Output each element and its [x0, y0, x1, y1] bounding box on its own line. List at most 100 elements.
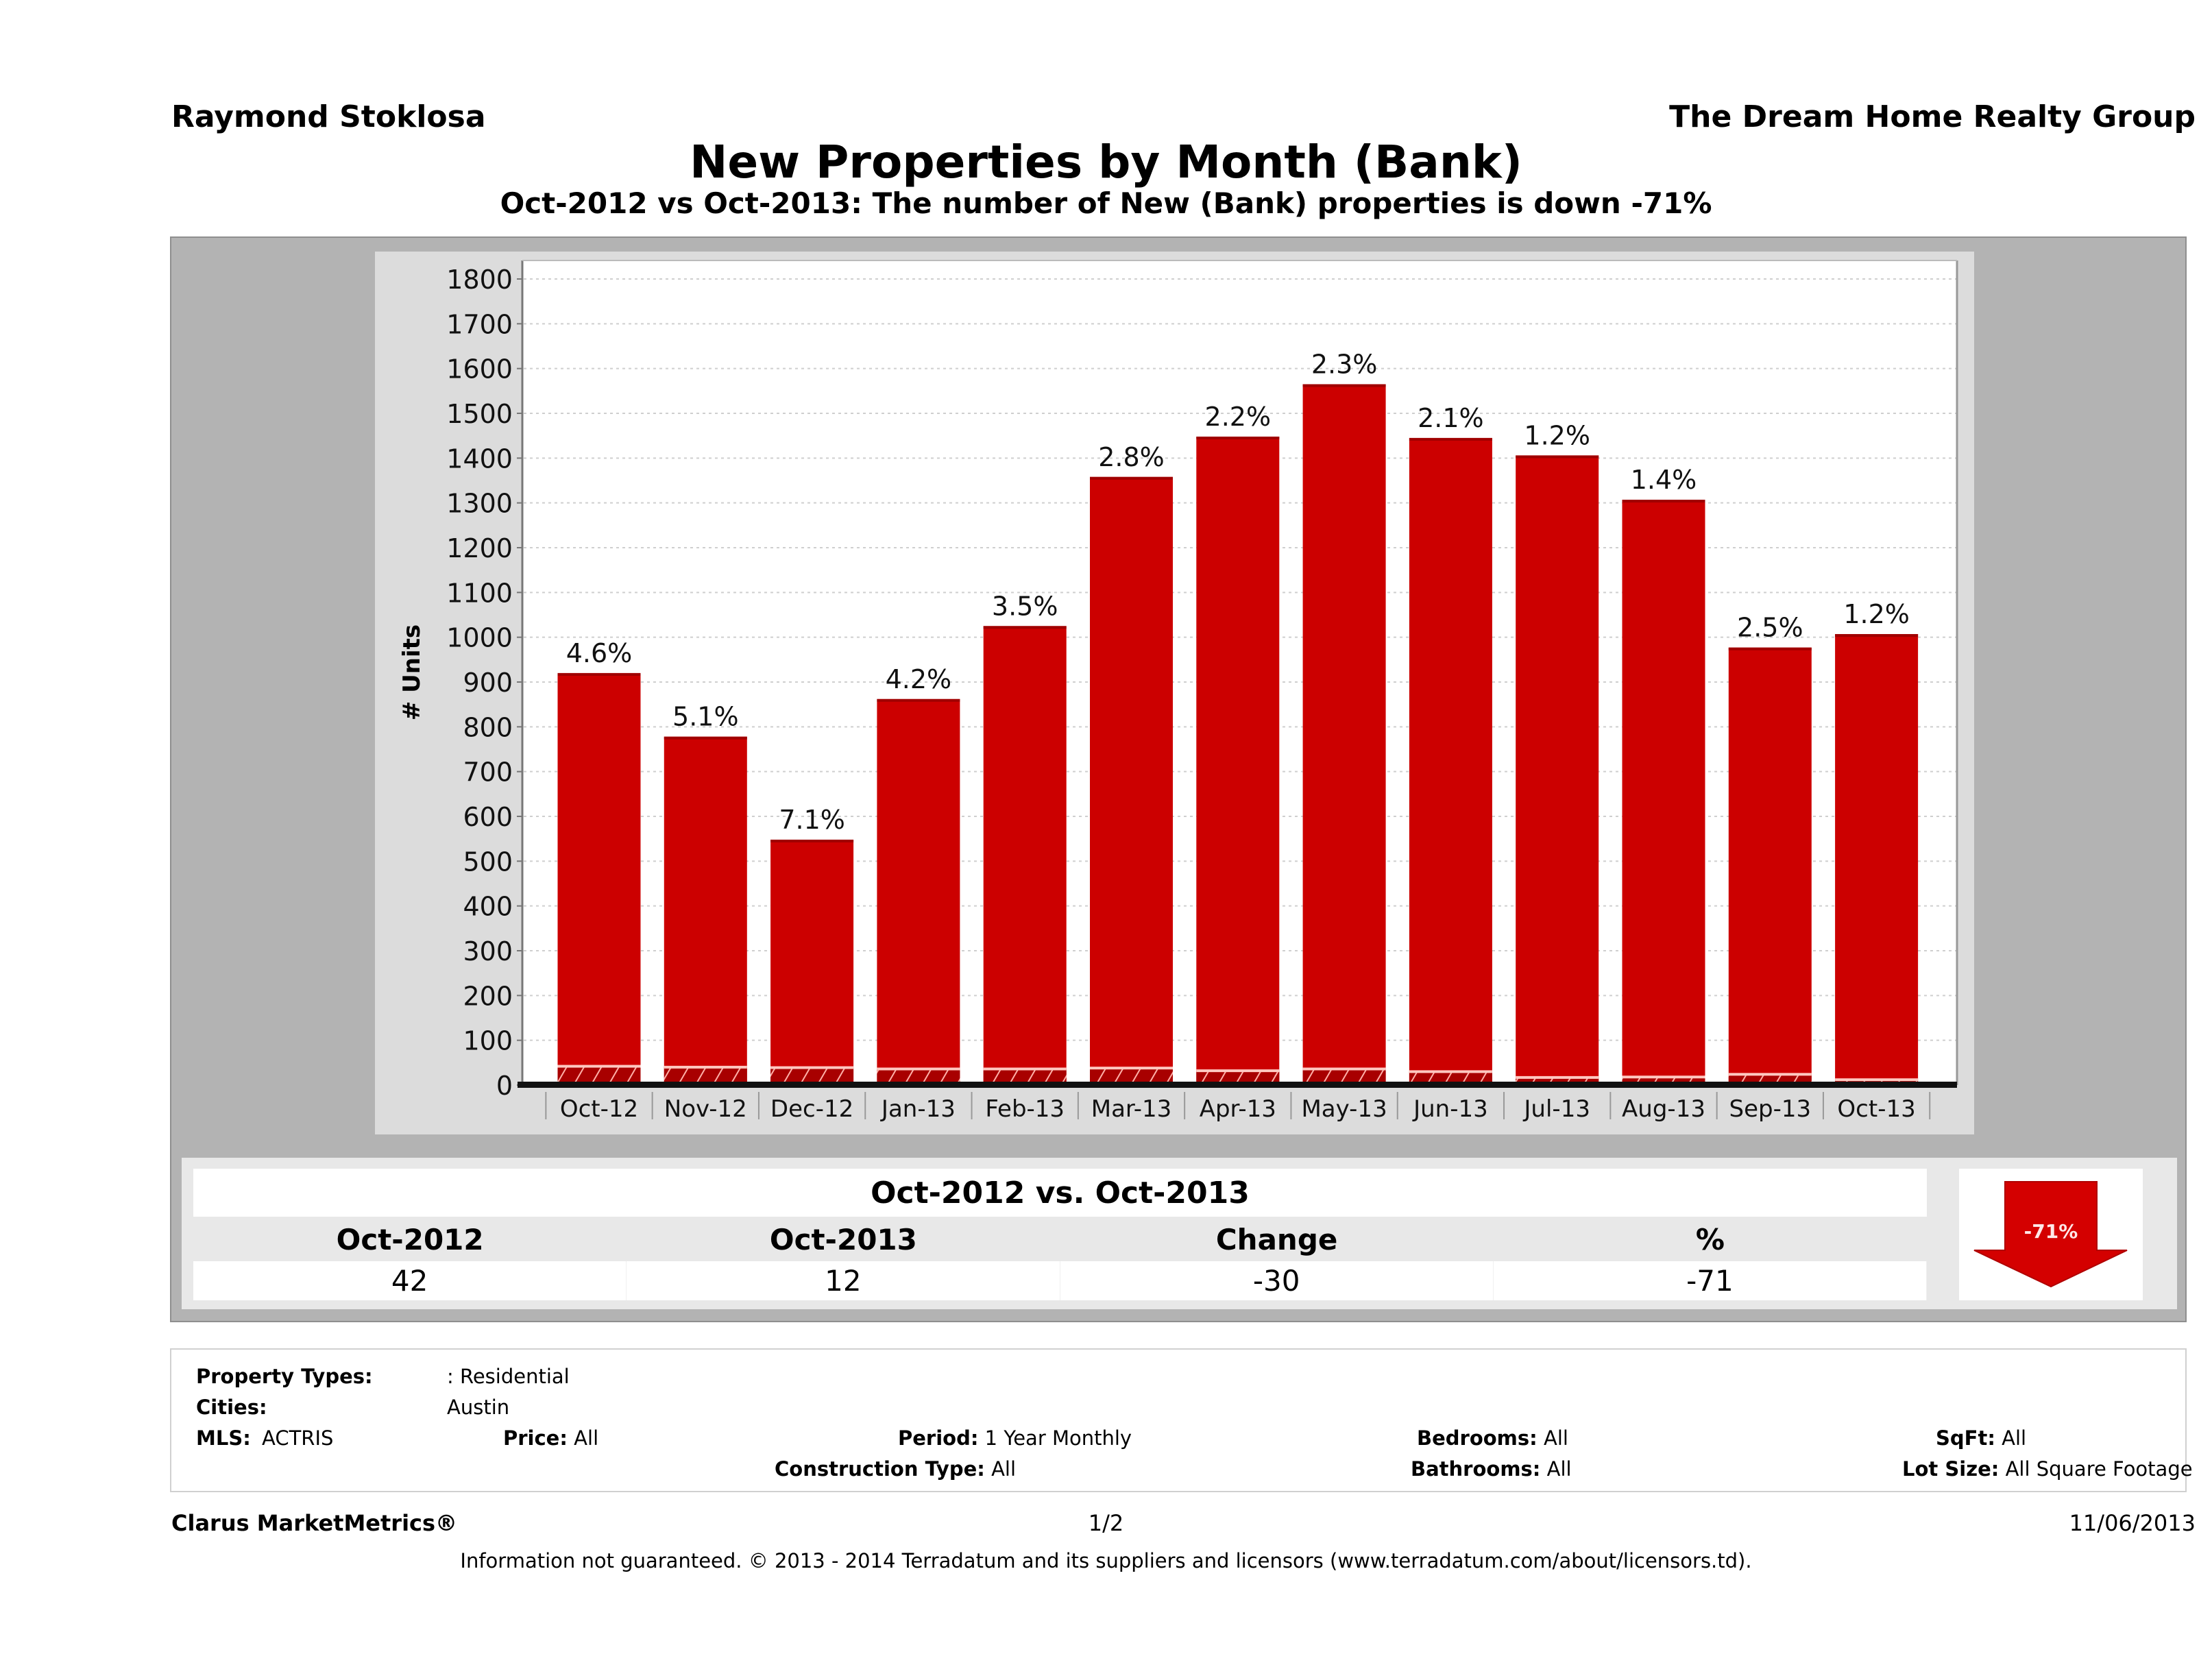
y-tick-label: 100: [463, 1026, 513, 1056]
y-tick-label: 0: [496, 1071, 513, 1101]
x-tick-label: Nov-12: [664, 1095, 747, 1123]
bar-bank-edge: [1516, 1075, 1599, 1079]
change-indicator: -71%: [1959, 1169, 2143, 1300]
summary-value-row: 42 12 -30 -71: [193, 1261, 1927, 1300]
summary-value-oct-2013: 12: [627, 1261, 1060, 1300]
y-tick-label: 1500: [446, 399, 513, 429]
summary-header-change: Change: [1215, 1223, 1338, 1256]
bar-total: [557, 672, 641, 1085]
summary-value-percent: -71: [1494, 1261, 1927, 1300]
bar-top-edge: [1835, 634, 1919, 637]
bar-total: [877, 698, 960, 1085]
bar-top-edge: [1728, 647, 1812, 650]
summary-value-oct-2012: 42: [193, 1261, 627, 1300]
x-tick-label: Sep-13: [1729, 1095, 1811, 1123]
data-label: 2.8%: [1098, 442, 1165, 472]
bar-top-edge: [557, 672, 641, 676]
y-tick-label: 900: [463, 668, 513, 698]
bar-bank-edge: [1728, 1073, 1812, 1076]
bar-bank: [1622, 1077, 1705, 1085]
x-tick-label: Jul-13: [1522, 1095, 1590, 1123]
bar-top-edge: [1409, 437, 1492, 441]
bedrooms-label: Bedrooms:: [1417, 1426, 1538, 1450]
bar-total: [1196, 436, 1280, 1085]
y-tick-label: 1700: [446, 309, 513, 339]
x-tick-label: Jun-13: [1412, 1095, 1488, 1123]
summary-header-oct-2012: Oct-2012: [336, 1223, 484, 1256]
x-tick-label: Jan-13: [880, 1095, 956, 1123]
bar-total: [1302, 384, 1386, 1085]
summary-value-change: -30: [1060, 1261, 1494, 1300]
summary-header-row: Oct-2012 Oct-2013 Change %: [193, 1217, 1927, 1261]
footer-brand: Clarus MarketMetrics®: [171, 1510, 458, 1536]
bedrooms-value: All: [1543, 1426, 1568, 1450]
bar-top-edge: [877, 698, 960, 702]
data-label: 4.6%: [566, 638, 633, 668]
bathrooms-label: Bathrooms:: [1411, 1457, 1541, 1481]
y-tick-label: 400: [463, 892, 513, 922]
summary-header-oct-2013: Oct-2013: [769, 1223, 917, 1256]
construction-type-label: Construction Type:: [775, 1457, 985, 1481]
down-arrow-icon: -71%: [1973, 1181, 2128, 1288]
bar-bank: [877, 1069, 960, 1085]
cities-label: Cities:: [196, 1396, 267, 1419]
bar-bank-edge: [877, 1067, 960, 1071]
bar-bank-edge: [1409, 1070, 1492, 1073]
bar-total: [983, 626, 1067, 1085]
bathrooms-value: All: [1546, 1457, 1572, 1481]
data-label: 2.3%: [1311, 350, 1378, 380]
data-label: 1.2%: [1524, 420, 1590, 450]
y-tick-label: 1600: [446, 354, 513, 385]
bar-bank: [1302, 1069, 1386, 1085]
data-label: 1.4%: [1631, 465, 1697, 495]
y-tick-label: 1400: [446, 443, 513, 474]
summary-header-percent: %: [1695, 1223, 1725, 1256]
y-tick-label: 300: [463, 936, 513, 966]
company-name: The Dream Home Realty Group: [1669, 99, 2196, 134]
period-label: Period:: [898, 1426, 979, 1450]
agent-name: Raymond Stoklosa: [171, 99, 486, 134]
data-label: 4.2%: [886, 664, 952, 694]
data-label: 7.1%: [779, 805, 845, 835]
property-types-value: : Residential: [447, 1365, 570, 1388]
y-tick-label: 600: [463, 802, 513, 832]
bar-bank-edge: [1196, 1069, 1280, 1073]
data-label: 2.1%: [1418, 403, 1484, 433]
y-tick-label: 1000: [446, 623, 513, 653]
bar-top-edge: [1516, 455, 1599, 459]
bar-total: [1622, 500, 1705, 1085]
x-tick-label: Oct-13: [1837, 1095, 1915, 1123]
page-number: 1/2: [1088, 1510, 1124, 1536]
x-tick-label: Aug-13: [1622, 1095, 1705, 1123]
lot-size-label: Lot Size:: [1902, 1457, 2000, 1481]
bar-total: [770, 839, 854, 1085]
cities-value: Austin: [447, 1396, 510, 1419]
bar-top-edge: [1622, 500, 1705, 503]
bar-bank: [1196, 1071, 1280, 1085]
summary-table: Oct-2012 vs. Oct-2013 Oct-2012 Oct-2013 …: [193, 1169, 1927, 1300]
price-value: All: [574, 1426, 599, 1450]
data-label: 2.2%: [1205, 402, 1272, 432]
bar-total: [664, 736, 747, 1085]
y-tick-label: 500: [463, 847, 513, 877]
y-axis-label: # Units: [398, 624, 426, 720]
sqft-label: SqFt:: [1936, 1426, 1995, 1450]
y-tick-label: 1100: [446, 578, 513, 608]
x-tick-label: May-13: [1301, 1095, 1387, 1123]
x-axis-line: [518, 1082, 1957, 1088]
bar-bank-edge: [1622, 1075, 1705, 1079]
bar-bank-edge: [983, 1067, 1067, 1071]
bar-bank-edge: [770, 1066, 854, 1069]
y-tick-label: 1800: [446, 265, 513, 295]
property-types-label: Property Types:: [196, 1365, 373, 1388]
x-tick-label: Dec-12: [770, 1095, 853, 1123]
bar-top-edge: [1302, 384, 1386, 387]
data-label: 2.5%: [1737, 613, 1803, 643]
bar-bank-edge: [1090, 1067, 1173, 1070]
chart-container: 0 100 200 300 400 500 600 700 800 900 1000 1100 1200…: [375, 252, 1974, 1134]
period-value: 1 Year Monthly: [984, 1426, 1132, 1450]
bar-bank-edge: [664, 1065, 747, 1069]
bar-total: [1728, 647, 1812, 1085]
construction-type-value: All: [991, 1457, 1017, 1481]
arrow-label: -71%: [2024, 1220, 2078, 1243]
